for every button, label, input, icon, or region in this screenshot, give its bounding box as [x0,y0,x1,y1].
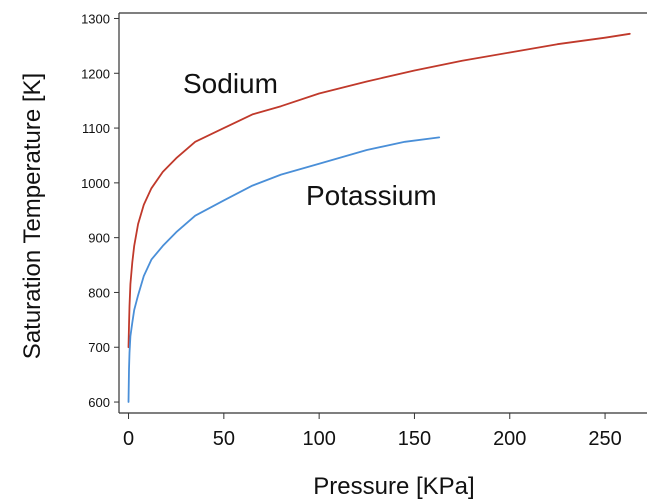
x-tick-label: 250 [588,428,621,450]
x-tick-label: 100 [302,428,335,450]
y-tick-label: 1000 [81,176,110,191]
y-tick-label: 1300 [81,11,110,26]
x-axis-title: Pressure [KPa] [313,473,474,500]
series-line-potassium [127,136,441,403]
plot-area [118,12,647,414]
x-tick-label: 0 [123,428,134,450]
x-tick-label: 150 [398,428,431,450]
y-tick-label: 800 [88,285,110,300]
x-tick-label: 50 [213,428,235,450]
y-tick-label: 700 [88,340,110,355]
y-axis-ticks: 600 700 800 900 1000 1100 1200 1300 [81,11,119,410]
x-tick-label: 200 [493,428,526,450]
y-tick-label: 1100 [82,121,110,136]
y-tick-label: 900 [88,231,110,246]
series-line-sodium [127,32,631,349]
series-label-potassium: Potassium [306,180,437,211]
series-label-sodium: Sodium [183,68,278,99]
series-lines [127,32,631,403]
y-tick-label: 600 [88,395,110,410]
y-axis-title: Saturation Temperature [K] [19,73,46,359]
y-tick-label: 1200 [81,66,110,81]
x-axis-ticks: 0 50 100 150 200 250 [123,413,622,450]
